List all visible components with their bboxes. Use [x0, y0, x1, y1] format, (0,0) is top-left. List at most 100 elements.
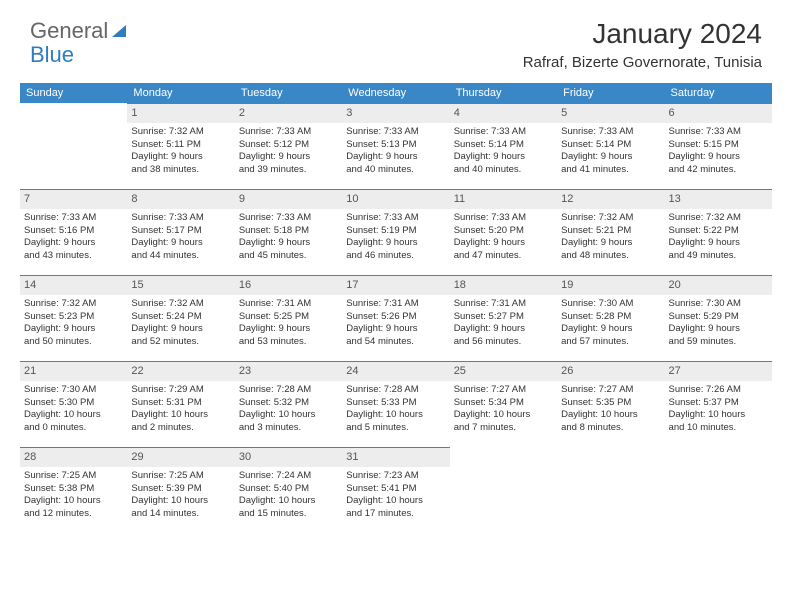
sunset-line: Sunset: 5:18 PM — [239, 225, 338, 238]
daylight-line-1: Daylight: 9 hours — [454, 323, 553, 336]
daylight-line-2: and 56 minutes. — [454, 336, 553, 349]
sunrise-line: Sunrise: 7:25 AM — [24, 470, 123, 483]
day-number: 20 — [665, 275, 772, 295]
calendar-day-cell: 9Sunrise: 7:33 AMSunset: 5:18 PMDaylight… — [235, 189, 342, 275]
sunset-line: Sunset: 5:33 PM — [346, 397, 445, 410]
sunset-line: Sunset: 5:13 PM — [346, 139, 445, 152]
sunrise-line: Sunrise: 7:27 AM — [561, 384, 660, 397]
calendar-day-cell: 15Sunrise: 7:32 AMSunset: 5:24 PMDayligh… — [127, 275, 234, 361]
daylight-line-2: and 10 minutes. — [669, 422, 768, 435]
month-title: January 2024 — [523, 18, 762, 50]
day-number: 10 — [342, 189, 449, 209]
daylight-line-2: and 14 minutes. — [131, 508, 230, 521]
page-header: General January 2024 Rafraf, Bizerte Gov… — [0, 0, 792, 79]
weekday-header: Wednesday — [342, 83, 449, 103]
daylight-line-1: Daylight: 10 hours — [669, 409, 768, 422]
day-number: 30 — [235, 447, 342, 467]
day-number: 13 — [665, 189, 772, 209]
day-number: 4 — [450, 103, 557, 123]
daylight-line-1: Daylight: 10 hours — [24, 495, 123, 508]
daylight-line-2: and 57 minutes. — [561, 336, 660, 349]
daylight-line-2: and 54 minutes. — [346, 336, 445, 349]
sunrise-line: Sunrise: 7:31 AM — [346, 298, 445, 311]
day-number: 27 — [665, 361, 772, 381]
daylight-line-1: Daylight: 10 hours — [24, 409, 123, 422]
sunrise-line: Sunrise: 7:31 AM — [239, 298, 338, 311]
daylight-line-2: and 39 minutes. — [239, 164, 338, 177]
daylight-line-1: Daylight: 10 hours — [346, 495, 445, 508]
sunrise-line: Sunrise: 7:33 AM — [454, 126, 553, 139]
daylight-line-1: Daylight: 9 hours — [454, 151, 553, 164]
daylight-line-1: Daylight: 9 hours — [669, 237, 768, 250]
day-number: 25 — [450, 361, 557, 381]
calendar-day-cell: 31Sunrise: 7:23 AMSunset: 5:41 PMDayligh… — [342, 447, 449, 533]
sunset-line: Sunset: 5:23 PM — [24, 311, 123, 324]
sunset-line: Sunset: 5:22 PM — [669, 225, 768, 238]
location-text: Rafraf, Bizerte Governorate, Tunisia — [523, 54, 762, 71]
daylight-line-2: and 17 minutes. — [346, 508, 445, 521]
day-number: 31 — [342, 447, 449, 467]
sunset-line: Sunset: 5:40 PM — [239, 483, 338, 496]
daylight-line-1: Daylight: 10 hours — [561, 409, 660, 422]
calendar-day-cell: 6Sunrise: 7:33 AMSunset: 5:15 PMDaylight… — [665, 103, 772, 189]
sunset-line: Sunset: 5:11 PM — [131, 139, 230, 152]
daylight-line-1: Daylight: 9 hours — [561, 237, 660, 250]
sunrise-line: Sunrise: 7:33 AM — [346, 126, 445, 139]
sunrise-line: Sunrise: 7:24 AM — [239, 470, 338, 483]
daylight-line-2: and 40 minutes. — [346, 164, 445, 177]
sunset-line: Sunset: 5:38 PM — [24, 483, 123, 496]
day-number: 17 — [342, 275, 449, 295]
sunset-line: Sunset: 5:25 PM — [239, 311, 338, 324]
calendar-body: 1 Sunrise: 7:32 AM Sunset: 5:11 PM Daylight… — [20, 103, 772, 533]
daylight-line-1: Daylight: 9 hours — [131, 237, 230, 250]
sunrise-line: Sunrise: 7:29 AM — [131, 384, 230, 397]
day-number: 2 — [235, 103, 342, 123]
sunset-line: Sunset: 5:21 PM — [561, 225, 660, 238]
daylight-line-2: and 47 minutes. — [454, 250, 553, 263]
sunrise-line: Sunrise: 7:32 AM — [561, 212, 660, 225]
weekday-header: Monday — [127, 83, 234, 103]
day-number: 8 — [127, 189, 234, 209]
sunset-line: Sunset: 5:27 PM — [454, 311, 553, 324]
calendar-week-row: 7Sunrise: 7:33 AMSunset: 5:16 PMDaylight… — [20, 189, 772, 275]
calendar-day-cell: 24Sunrise: 7:28 AMSunset: 5:33 PMDayligh… — [342, 361, 449, 447]
daylight-line-2: and 7 minutes. — [454, 422, 553, 435]
day-number: 1 — [127, 103, 234, 123]
daylight-line-1: Daylight: 9 hours — [239, 237, 338, 250]
day-number: 26 — [557, 361, 664, 381]
day-number: 15 — [127, 275, 234, 295]
daylight-line-1: Daylight: 9 hours — [131, 323, 230, 336]
daylight-line-2: and 48 minutes. — [561, 250, 660, 263]
daylight-line-1: Daylight: 9 hours — [454, 237, 553, 250]
day-number: 28 — [20, 447, 127, 467]
sunset-line: Sunset: 5:15 PM — [669, 139, 768, 152]
day-number: 14 — [20, 275, 127, 295]
day-number: 5 — [557, 103, 664, 123]
daylight-line-1: Daylight: 9 hours — [346, 323, 445, 336]
daylight-line-2: and 38 minutes. — [131, 164, 230, 177]
day-number: 7 — [20, 189, 127, 209]
daylight-line-2: and 41 minutes. — [561, 164, 660, 177]
calendar-day-cell — [450, 447, 557, 533]
sunset-line: Sunset: 5:14 PM — [561, 139, 660, 152]
calendar-day-cell: 7Sunrise: 7:33 AMSunset: 5:16 PMDaylight… — [20, 189, 127, 275]
daylight-line-2: and 15 minutes. — [239, 508, 338, 521]
sunrise-line: Sunrise: 7:27 AM — [454, 384, 553, 397]
sunrise-line: Sunrise: 7:32 AM — [669, 212, 768, 225]
calendar-day-cell: 10Sunrise: 7:33 AMSunset: 5:19 PMDayligh… — [342, 189, 449, 275]
day-number: 24 — [342, 361, 449, 381]
calendar-day-cell: 17Sunrise: 7:31 AMSunset: 5:26 PMDayligh… — [342, 275, 449, 361]
calendar-day-cell: 26Sunrise: 7:27 AMSunset: 5:35 PMDayligh… — [557, 361, 664, 447]
daylight-line-1: Daylight: 9 hours — [24, 237, 123, 250]
sunrise-line: Sunrise: 7:32 AM — [131, 298, 230, 311]
daylight-line-2: and 52 minutes. — [131, 336, 230, 349]
calendar-day-cell: 30Sunrise: 7:24 AMSunset: 5:40 PMDayligh… — [235, 447, 342, 533]
daylight-line-1: Daylight: 9 hours — [669, 151, 768, 164]
calendar-day-cell: 25Sunrise: 7:27 AMSunset: 5:34 PMDayligh… — [450, 361, 557, 447]
weekday-header: Tuesday — [235, 83, 342, 103]
calendar-day-cell: 19Sunrise: 7:30 AMSunset: 5:28 PMDayligh… — [557, 275, 664, 361]
daylight-line-1: Daylight: 9 hours — [561, 151, 660, 164]
sunset-line: Sunset: 5:19 PM — [346, 225, 445, 238]
weekday-header: Sunday — [20, 83, 127, 103]
daylight-line-2: and 50 minutes. — [24, 336, 123, 349]
